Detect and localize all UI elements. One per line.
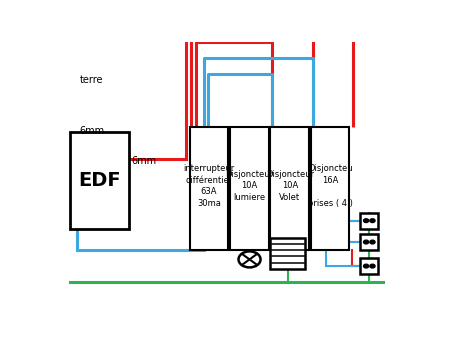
- Text: terre: terre: [80, 75, 103, 85]
- Circle shape: [364, 264, 369, 268]
- Bar: [271, 238, 305, 269]
- Circle shape: [370, 240, 375, 244]
- Bar: [360, 258, 378, 274]
- Circle shape: [364, 219, 369, 222]
- Bar: [311, 127, 349, 250]
- Bar: [360, 213, 378, 229]
- Circle shape: [238, 251, 261, 268]
- Bar: [190, 127, 228, 250]
- Text: 6mm: 6mm: [131, 155, 156, 166]
- Circle shape: [370, 219, 375, 222]
- Text: Disjoncteu
16A

prises ( 4 ): Disjoncteu 16A prises ( 4 ): [308, 164, 353, 208]
- Bar: [271, 127, 309, 250]
- Bar: [230, 127, 269, 250]
- Text: interrupteur
différentiel
63A
30ma: interrupteur différentiel 63A 30ma: [183, 164, 235, 208]
- Bar: [70, 133, 129, 229]
- Text: EDF: EDF: [78, 171, 121, 190]
- Text: 6mm: 6mm: [80, 126, 105, 136]
- Text: Disjoncteur
10A
lumiere: Disjoncteur 10A lumiere: [225, 170, 273, 202]
- Circle shape: [364, 240, 369, 244]
- Text: Disjoncteur
10A
Volet: Disjoncteur 10A Volet: [266, 170, 314, 202]
- Circle shape: [370, 264, 375, 268]
- Bar: [360, 234, 378, 250]
